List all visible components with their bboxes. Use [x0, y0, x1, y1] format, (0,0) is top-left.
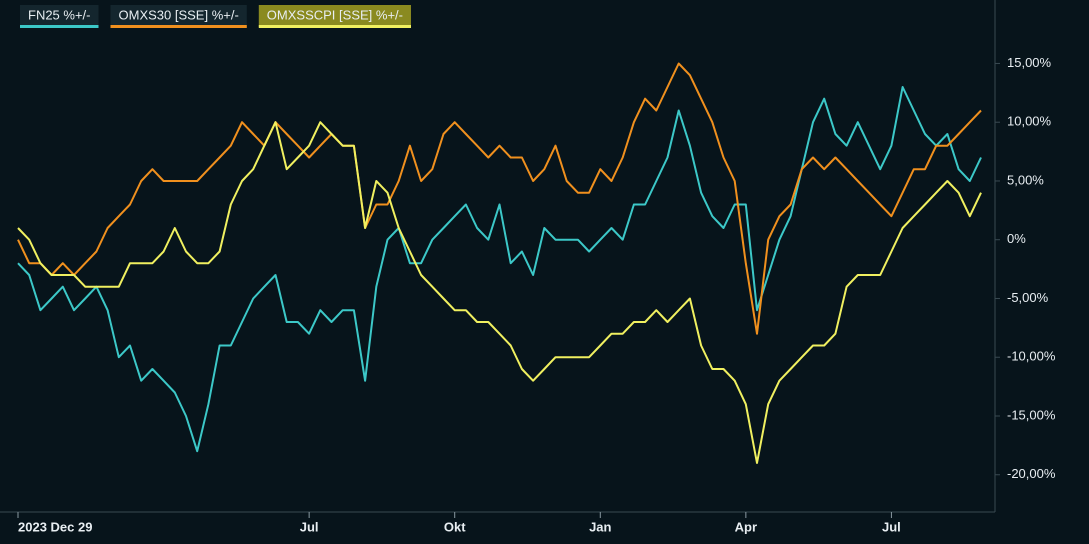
y-tick-label: 0% [1007, 231, 1026, 246]
legend-item: OMXSSCPI [SSE] %+/- [258, 5, 411, 28]
y-tick-label: -20,00% [1007, 466, 1056, 481]
y-tick-label: 5,00% [1007, 172, 1044, 187]
legend-label: OMXS30 [SSE] %+/- [119, 7, 239, 22]
legend-box [20, 5, 99, 27]
legend-box [258, 5, 411, 27]
series-line [17, 62, 982, 335]
x-tick-label: Jul [300, 519, 319, 534]
x-tick-label: 2023 Dec 29 [18, 519, 92, 534]
series-line [17, 121, 982, 464]
legend-label: OMXSSCPI [SSE] %+/- [267, 7, 403, 22]
legend-item: FN25 %+/- [20, 5, 99, 28]
series-line [17, 86, 982, 453]
legend-underline [258, 25, 411, 28]
y-tick-label: -5,00% [1007, 290, 1049, 305]
legend-underline [110, 25, 247, 28]
x-tick-label: Jul [882, 519, 901, 534]
x-tick-label: Apr [735, 519, 757, 534]
y-tick-label: -10,00% [1007, 349, 1056, 364]
legend-underline [20, 25, 99, 28]
y-tick-label: 10,00% [1007, 114, 1052, 129]
x-tick-label: Jan [589, 519, 611, 534]
legend-item: OMXS30 [SSE] %+/- [110, 5, 247, 28]
legend-box [110, 5, 247, 27]
legend-label: FN25 %+/- [28, 7, 91, 22]
y-tick-label: -15,00% [1007, 407, 1056, 422]
x-tick-label: Okt [444, 519, 466, 534]
y-tick-label: 15,00% [1007, 55, 1052, 70]
